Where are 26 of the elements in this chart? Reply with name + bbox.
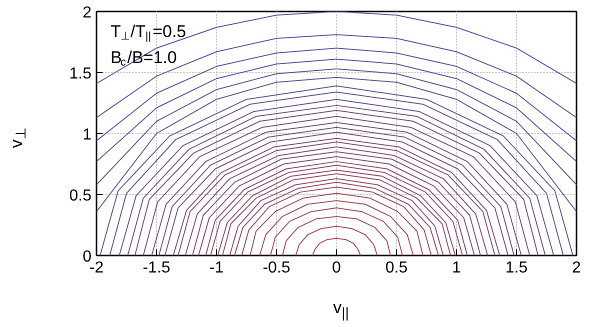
line-series [312, 238, 361, 256]
x-axis-title: v$_{||}$ [333, 297, 349, 324]
line-series [295, 226, 378, 256]
x-tick-label: -2 [89, 260, 104, 276]
line-series [282, 216, 391, 256]
x-tick-label: 1 [452, 260, 462, 276]
line-series [270, 207, 403, 256]
line-series [96, 68, 576, 186]
x-tick-label: -1 [209, 260, 224, 276]
y-tick-label: 1.5 [69, 66, 92, 82]
y-tick-label: 2 [82, 4, 92, 22]
y-tick-label: 1 [82, 126, 92, 144]
x-tick-label: 0 [332, 260, 342, 276]
x-tick-label: 0.5 [385, 260, 408, 276]
x-tick-label: -1.5 [142, 260, 170, 276]
line-series [96, 12, 576, 84]
x-tick-label: -0.5 [262, 260, 290, 276]
line-series [96, 76, 576, 212]
line-series [250, 192, 424, 256]
annotation: T⊥/T||=0.5 [110, 22, 186, 43]
line-series [96, 48, 576, 142]
x-tick-label: 1.5 [505, 260, 528, 276]
line-series [259, 200, 414, 256]
y-tick-label: 0 [82, 248, 92, 266]
y-tick-label: 0.5 [69, 188, 92, 204]
x-tick-label: 2 [572, 260, 582, 276]
